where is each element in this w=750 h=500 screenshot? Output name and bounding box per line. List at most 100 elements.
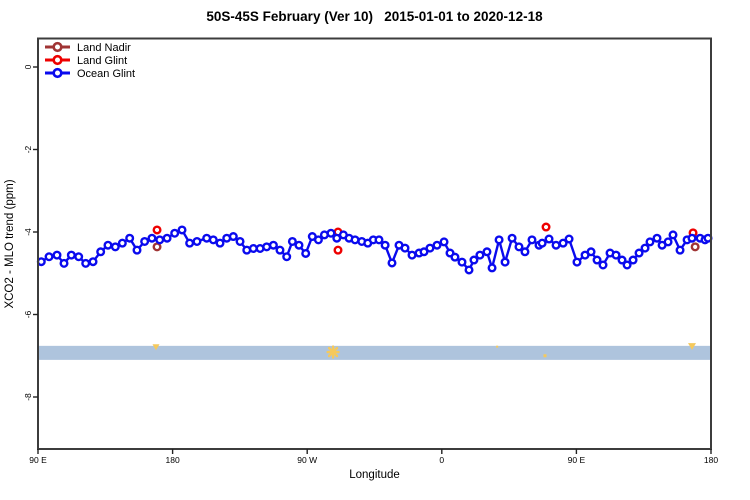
- legend-marker: [52, 41, 63, 53]
- data-point: [81, 258, 91, 268]
- data-point: [407, 250, 417, 260]
- data-point: [592, 255, 602, 265]
- band-mark-dot: [543, 354, 547, 358]
- data-point: [400, 243, 410, 253]
- data-point: [628, 255, 638, 265]
- data-point: [44, 252, 54, 262]
- data-point: [500, 257, 510, 267]
- y-tick-label: 0: [23, 64, 33, 69]
- data-point: [475, 250, 485, 260]
- x-tick-label: 90 E: [29, 455, 47, 465]
- data-point: [96, 247, 106, 257]
- data-point: [294, 240, 304, 250]
- plot-box: [37, 37, 712, 450]
- data-point: [301, 248, 311, 258]
- data-point: [419, 247, 429, 257]
- data-point: [110, 242, 120, 252]
- band-mark-caret: [152, 344, 160, 351]
- data-point: [617, 255, 627, 265]
- legend-marker: [52, 67, 63, 79]
- legend-label: Ocean Glint: [77, 68, 135, 80]
- data-point: [313, 235, 323, 245]
- data-point: [611, 250, 621, 260]
- data-point: [66, 250, 76, 260]
- band-mark-caret: [688, 343, 697, 350]
- data-point: [586, 247, 596, 257]
- data-point: [185, 238, 195, 248]
- data-point: [140, 236, 150, 246]
- data-point: [275, 245, 285, 255]
- data-point: [170, 228, 180, 238]
- data-point: [147, 233, 157, 243]
- data-point: [74, 252, 84, 262]
- x-axis-label: Longitude: [349, 469, 400, 481]
- data-point: [494, 235, 504, 245]
- data-point: [675, 245, 685, 255]
- data-point: [125, 233, 135, 243]
- y-tick-label: -8: [23, 393, 33, 401]
- data-point: [464, 265, 474, 275]
- data-point: [235, 236, 245, 246]
- data-point: [652, 233, 662, 243]
- data-point: [326, 228, 336, 238]
- data-point: [152, 225, 162, 235]
- x-tick-label: 90 E: [568, 455, 586, 465]
- land-nadir-series: [152, 242, 700, 252]
- data-point: [469, 255, 479, 265]
- data-point: [544, 234, 554, 244]
- data-point: [572, 257, 582, 267]
- data-point: [457, 257, 467, 267]
- chart-title: 50S-45S February (Ver 10) 2015-01-01 to …: [206, 9, 543, 24]
- data-point: [52, 250, 62, 260]
- data-point: [482, 247, 492, 257]
- legend-label: Land Nadir: [77, 42, 131, 54]
- y-tick-label: -4: [23, 228, 33, 236]
- data-point: [668, 230, 678, 240]
- data-point: [215, 238, 225, 248]
- data-point: [177, 225, 187, 235]
- legend-marker: [52, 54, 63, 66]
- data-point: [687, 233, 697, 243]
- y-tick-label: -2: [23, 145, 33, 153]
- data-point: [640, 243, 650, 253]
- data-point: [282, 252, 292, 262]
- data-point: [332, 233, 342, 243]
- axes: 90 E 180 90 W 0 90 E 180 0 -2 -4 -6 -8: [23, 64, 718, 465]
- data-point: [690, 242, 700, 252]
- data-point: [208, 235, 218, 245]
- data-point: [287, 236, 297, 246]
- data-point: [162, 233, 172, 243]
- data-point: [439, 237, 449, 247]
- data-point: [507, 233, 517, 243]
- data-point: [228, 232, 238, 242]
- data-point: [598, 260, 608, 270]
- data-point: [537, 238, 547, 248]
- data-point: [558, 238, 568, 248]
- data-point: [268, 240, 278, 250]
- data-point: [487, 263, 497, 273]
- data-point: [663, 237, 673, 247]
- data-point: [645, 237, 655, 247]
- data-point: [425, 243, 435, 253]
- ocean-glint-series: [36, 225, 713, 275]
- data-point: [192, 236, 202, 246]
- data-point: [634, 248, 644, 258]
- data-point: [380, 240, 390, 250]
- band-mark-dot: [496, 345, 499, 348]
- data-point: [622, 260, 632, 270]
- data-point: [132, 245, 142, 255]
- data-point: [564, 234, 574, 244]
- legend-label: Land Glint: [77, 55, 127, 67]
- data-point: [520, 247, 530, 257]
- data-point: [152, 242, 162, 252]
- data-point: [333, 245, 343, 255]
- data-point: [103, 240, 113, 250]
- data-point: [117, 238, 127, 248]
- data-point: [541, 222, 551, 232]
- data-point: [88, 257, 98, 267]
- x-tick-label: 180: [166, 455, 180, 465]
- coverage-band: [38, 345, 711, 360]
- data-point: [551, 240, 561, 250]
